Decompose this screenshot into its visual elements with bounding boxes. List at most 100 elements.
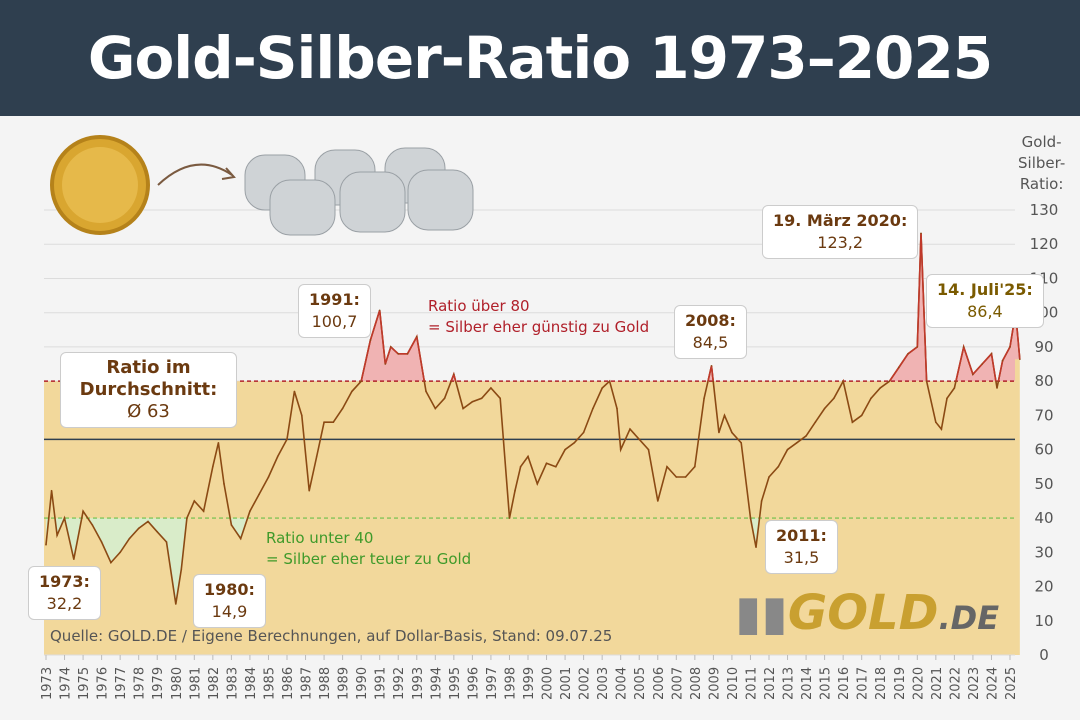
x-tick-label: 1987: [300, 667, 315, 700]
data-point: [1009, 346, 1011, 348]
data-point: [332, 421, 335, 424]
average-title: Ratio im Durchschnitt:: [79, 357, 218, 400]
data-point: [100, 541, 103, 543]
callout-date: 1980:: [204, 580, 255, 599]
data-point: [119, 551, 121, 554]
x-tick-label: 2003: [596, 667, 611, 700]
data-point: [490, 387, 492, 389]
data-point: [301, 414, 303, 417]
data-point: [527, 455, 529, 458]
x-tick-label: 2010: [726, 667, 741, 700]
data-point: [564, 448, 566, 451]
data-point: [249, 510, 251, 513]
data-point: [946, 397, 948, 400]
y-axis-label: Gold- Silber- Ratio:: [1018, 132, 1065, 195]
data-point: [230, 524, 233, 526]
y-tick-label: 120: [1030, 235, 1059, 253]
data-point: [480, 397, 483, 400]
x-tick-label: 1999: [522, 667, 537, 700]
y-tick-label: 70: [1034, 406, 1053, 424]
data-point: [888, 380, 891, 382]
average-callout: Ratio im Durchschnitt: Ø 63: [60, 352, 237, 428]
x-tick-label: 1991: [374, 667, 389, 700]
data-point: [755, 546, 757, 548]
data-point: [223, 483, 225, 485]
data-point: [180, 568, 183, 571]
data-point: [217, 441, 220, 444]
x-tick-label: 2021: [930, 667, 945, 700]
data-point: [351, 390, 353, 393]
callout-1973: 1973: 32,2: [28, 566, 101, 620]
data-point: [656, 500, 659, 502]
callout-date: 1973:: [39, 572, 90, 591]
x-tick-label: 2007: [670, 667, 685, 700]
data-point: [805, 435, 807, 437]
data-point: [462, 407, 464, 410]
data-point: [710, 364, 713, 367]
x-tick-label: 1984: [244, 667, 259, 700]
y-tick-label: 90: [1034, 338, 1053, 356]
data-point: [703, 397, 705, 400]
data-point: [731, 431, 733, 434]
callout-value: 32,2: [46, 594, 83, 613]
data-point: [360, 380, 362, 382]
y-tick-label: 50: [1034, 475, 1053, 493]
data-point: [749, 517, 752, 519]
x-tick-label: 1986: [281, 667, 296, 700]
x-tick-label: 2017: [856, 667, 871, 700]
data-point: [45, 543, 47, 546]
y-label-line: Ratio:: [1019, 175, 1064, 193]
data-point: [434, 407, 437, 410]
data-point: [293, 390, 296, 393]
callout-value: 84,5: [692, 333, 729, 352]
y-tick-label: 0: [1039, 646, 1049, 664]
low-ratio-note: Ratio unter 40 = Silber eher teuer zu Go…: [266, 528, 471, 570]
data-point: [608, 380, 611, 382]
callout-value: 31,5: [783, 548, 820, 567]
data-point: [308, 489, 311, 492]
data-point: [814, 421, 817, 424]
x-tick-label: 2008: [689, 667, 704, 700]
data-point: [925, 380, 928, 382]
x-tick-label: 1998: [503, 667, 518, 700]
y-tick-label: 60: [1034, 441, 1053, 459]
callout-1991: 1991: 100,7: [298, 284, 371, 338]
data-point: [443, 397, 446, 400]
data-point: [629, 428, 631, 430]
data-point: [147, 520, 149, 523]
x-tick-label: 2006: [652, 667, 667, 700]
y-tick-label: 10: [1034, 612, 1053, 630]
x-tick-label: 2019: [893, 667, 908, 700]
data-point: [186, 517, 188, 519]
x-tick-label: 2009: [707, 667, 722, 700]
data-point: [972, 373, 974, 376]
callout-date: 19. März 2020:: [773, 211, 908, 230]
data-point: [384, 363, 387, 365]
data-point: [684, 476, 687, 478]
y-label-line: Gold-: [1021, 133, 1062, 151]
callout-date: 14. Juli'25:: [937, 280, 1033, 299]
data-point: [555, 465, 557, 468]
y-tick-label: 80: [1034, 372, 1053, 390]
data-point: [471, 400, 474, 403]
x-tick-label: 1994: [429, 667, 444, 700]
data-point: [258, 493, 260, 495]
data-point: [740, 441, 742, 444]
x-tick-label: 2018: [874, 667, 889, 700]
data-point: [276, 455, 279, 458]
data-point: [870, 397, 872, 400]
data-point: [619, 448, 622, 451]
note-line: Ratio unter 40: [266, 529, 374, 547]
x-tick-label: 2024: [985, 667, 1000, 700]
data-point: [369, 339, 372, 341]
data-point: [796, 441, 798, 444]
callout-value: 86,4: [967, 302, 1003, 321]
x-tick-label: 2004: [615, 667, 630, 700]
x-tick-label: 1992: [392, 667, 407, 700]
x-tick-label: 2023: [967, 667, 982, 700]
callout-date: 2008:: [685, 311, 736, 330]
x-tick-label: 1993: [411, 667, 426, 700]
data-point: [514, 489, 516, 492]
callout-2020: 19. März 2020: 123,2: [762, 205, 919, 259]
gold-de-logo: ▮▮GOLD.DE: [735, 585, 1000, 641]
